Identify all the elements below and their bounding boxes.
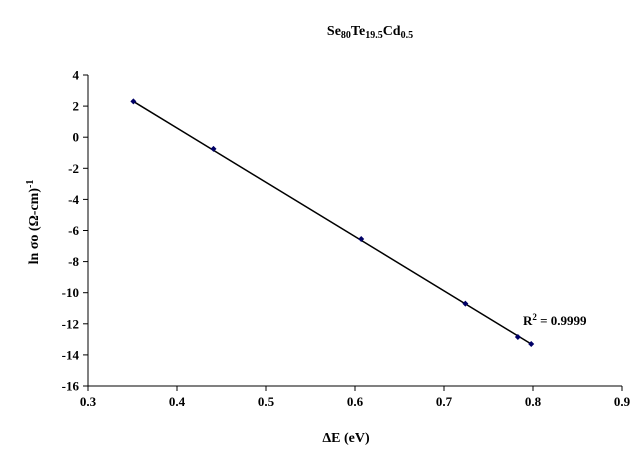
y-tick-label: -12	[62, 316, 79, 331]
r-squared-annotation: R2 = 0.9999	[523, 312, 587, 328]
y-tick-label: 0	[73, 130, 80, 145]
x-tick-label: 0.6	[347, 394, 364, 409]
y-tick-label: 4	[73, 68, 80, 83]
x-tick-label: 0.9	[614, 394, 631, 409]
y-tick-label: 2	[73, 99, 80, 114]
x-tick-label: 0.3	[80, 394, 97, 409]
data-point	[528, 341, 535, 348]
x-tick-label: 0.7	[436, 394, 453, 409]
chart-title: Se80Te19.5Cd0.5	[327, 24, 413, 41]
trendline	[132, 100, 532, 345]
y-tick-label: -4	[68, 192, 79, 207]
y-axis-label: ln σo (Ω-cm)-1	[25, 180, 43, 265]
x-axis-label: ΔE (eV)	[322, 431, 370, 446]
trendline-group	[132, 100, 532, 345]
x-tick-labels: 0.3 0.4 0.5 0.6 0.7 0.8 0.9	[80, 394, 631, 409]
y-tick-label: -6	[68, 223, 79, 238]
y-tick-label: -10	[62, 285, 79, 300]
y-tick-label: -14	[62, 347, 80, 362]
data-points	[130, 98, 535, 348]
y-tick-labels: -16 -14 -12 -10 -8 -6 -4 -2 0 2 4	[62, 68, 80, 394]
y-tick-label: -2	[68, 161, 79, 176]
y-tick-label: -16	[62, 379, 80, 394]
plot-axes	[83, 74, 623, 391]
x-tick-label: 0.8	[525, 394, 542, 409]
data-point	[210, 145, 217, 152]
data-point	[358, 236, 365, 243]
data-point	[514, 334, 521, 341]
data-point	[462, 300, 469, 307]
data-point	[130, 98, 137, 105]
y-tick-label: -8	[68, 254, 79, 269]
x-tick-label: 0.4	[169, 394, 186, 409]
x-tick-label: 0.5	[258, 394, 275, 409]
